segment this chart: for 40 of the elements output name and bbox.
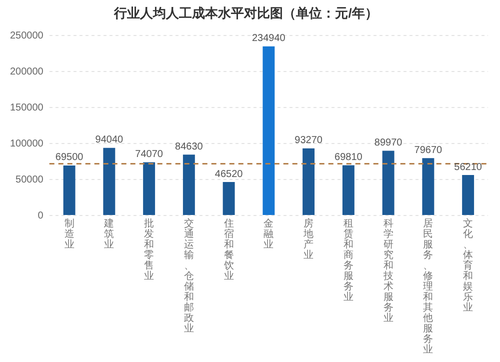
x-tick-label: 金融业 [264, 218, 274, 250]
bar [143, 162, 156, 215]
y-tick-label: 50000 [16, 174, 44, 186]
category-label: 交通运输、仓储和邮政业 [184, 218, 194, 334]
bar [302, 148, 315, 215]
data-label: 46520 [214, 168, 244, 180]
x-tick-label: 住宿和餐饮业 [222, 218, 234, 282]
category-label: 居民服务、修理和其他服务业 [423, 218, 434, 356]
category-label: 科学研究和技术服务业 [383, 218, 394, 324]
x-tick-label: 制造业 [64, 218, 74, 250]
data-label: 74070 [135, 148, 164, 160]
x-tick-label: 租赁和商务服务业 [343, 218, 354, 303]
chart-title: 行业人均人工成本水平对比图（单位：元/年） [113, 5, 378, 20]
x-tick-label: 房地产业 [302, 218, 314, 261]
bar [382, 150, 394, 215]
category-label: 文化、体育和娱乐业 [463, 218, 474, 314]
data-label: 69500 [55, 152, 84, 164]
data-label: 56210 [454, 162, 482, 173]
y-tick-label: 0 [38, 210, 44, 222]
data-label: 69810 [334, 152, 363, 164]
data-label: 234940 [252, 33, 286, 44]
bar [462, 175, 474, 215]
bar [422, 158, 434, 215]
data-label: 84630 [175, 141, 204, 152]
y-tick-label: 250000 [10, 30, 44, 42]
bar [103, 148, 116, 215]
bar [182, 154, 195, 215]
y-tick-label: 100000 [10, 138, 44, 150]
y-tick-label: 200000 [10, 66, 44, 78]
data-label: 89970 [374, 138, 403, 149]
x-tick-label: 建筑业 [103, 218, 114, 250]
data-label: 93270 [294, 135, 323, 146]
bar [222, 182, 235, 215]
y-tick-label: 150000 [10, 102, 44, 114]
bar [262, 46, 275, 215]
data-label: 79670 [414, 144, 443, 156]
bar [63, 165, 76, 215]
x-tick-label: 批发和零售业 [144, 218, 154, 282]
bar [342, 165, 354, 215]
data-label: 94040 [95, 134, 124, 146]
